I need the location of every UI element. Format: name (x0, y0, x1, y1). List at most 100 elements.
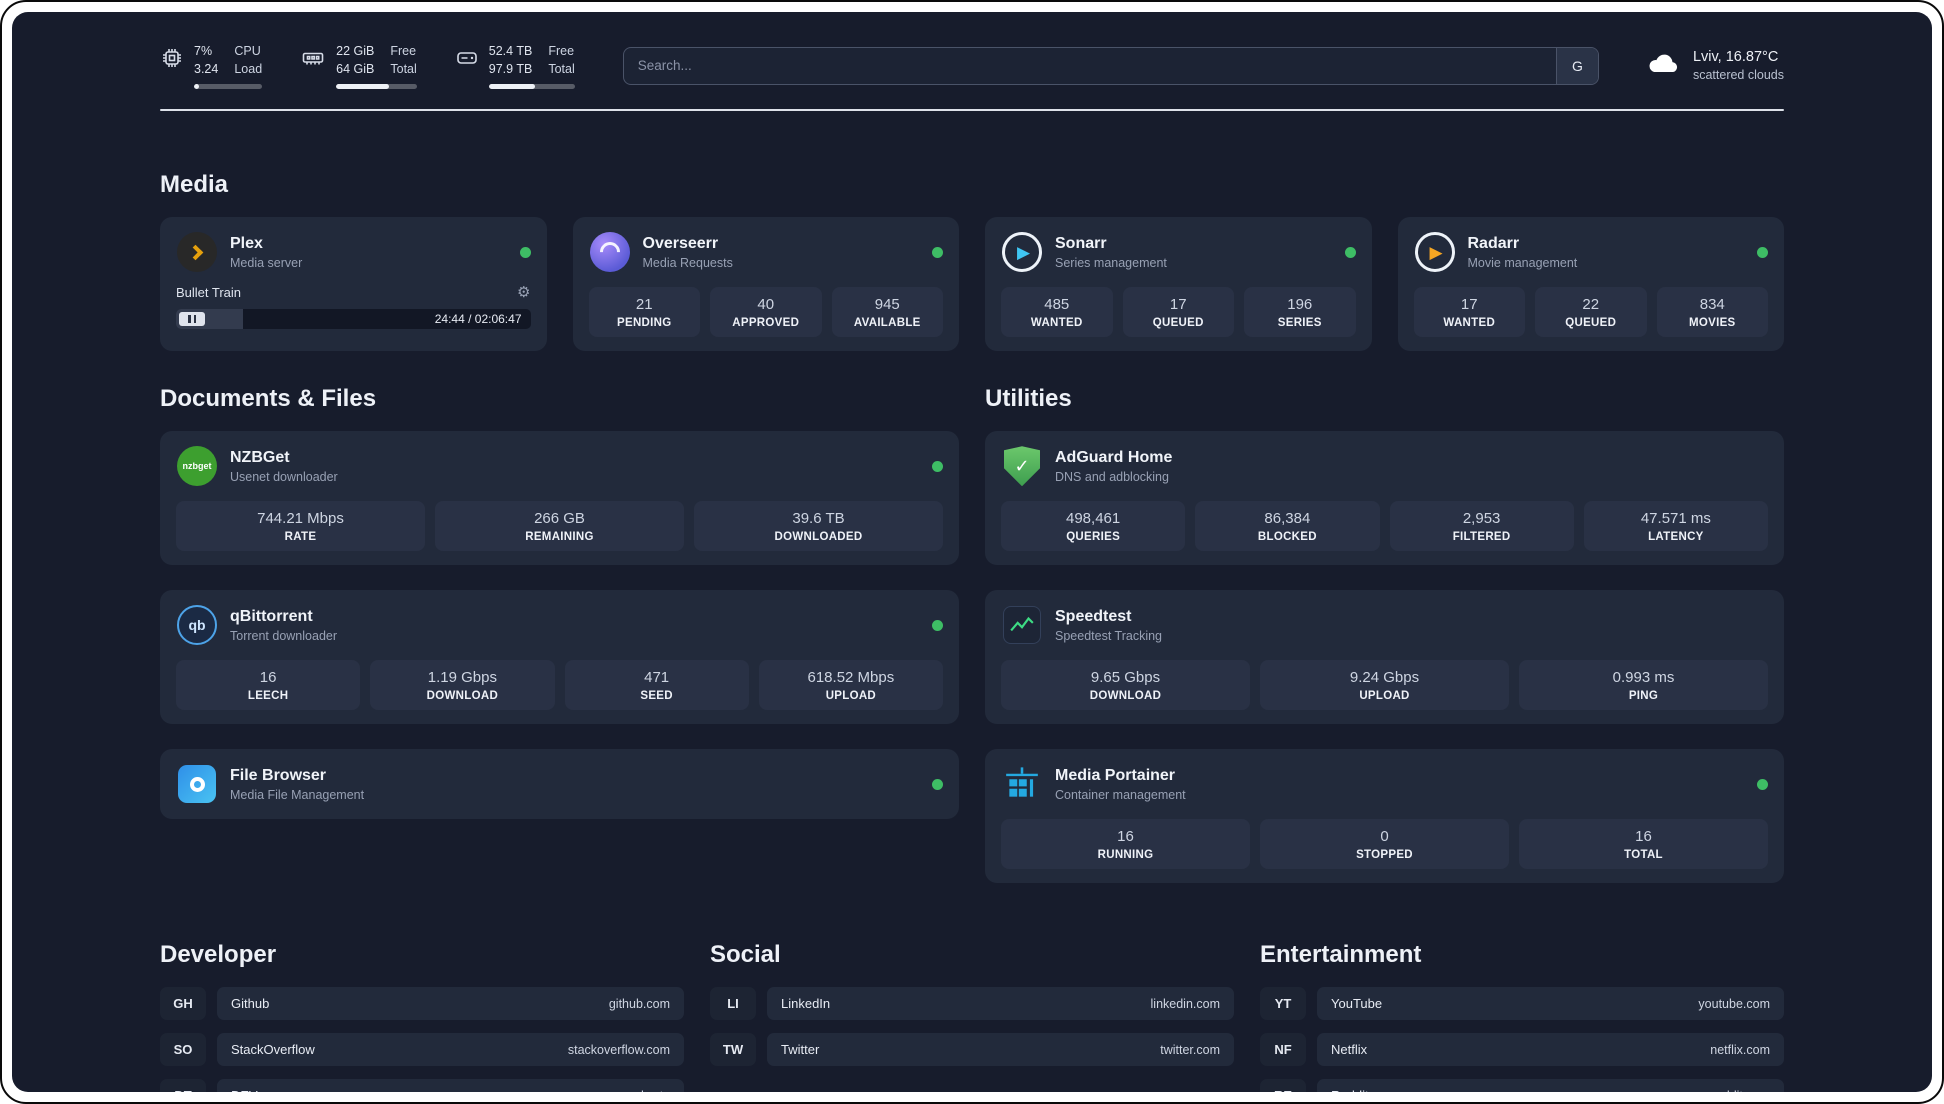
stat-tile: 0 STOPPED (1260, 819, 1509, 870)
bookmark-abbr: NF (1260, 1033, 1306, 1067)
bookmark-netflix[interactable]: NF Netflix netflix.com (1260, 1033, 1784, 1067)
stat-tile: 498,461 QUERIES (1001, 501, 1186, 552)
stat-label: REMAINING (525, 531, 594, 544)
adguard-title: AdGuard Home (1055, 448, 1173, 466)
stat-value: 2,953 (1462, 510, 1501, 528)
sonarr-card[interactable]: ▶ Sonarr Series management 485 WANTED 17… (985, 217, 1372, 352)
stat-tile: 17 WANTED (1413, 287, 1525, 338)
stat-value: 1.19 Gbps (427, 669, 497, 687)
speedtest-card[interactable]: Speedtest Speedtest Tracking 9.65 Gbps D… (985, 590, 1784, 725)
bookmark-github[interactable]: GH Github github.com (160, 987, 684, 1021)
bookmark-name: Github (231, 996, 270, 1012)
plex-card[interactable]: Plex Media server Bullet Train ⚙ 24:44 /… (160, 217, 547, 352)
stat-tile: 196 SERIES (1244, 287, 1356, 338)
now-playing-title: Bullet Train (176, 285, 242, 301)
stat-value: 17 (1460, 296, 1478, 314)
bookmark-dev[interactable]: DT DEV dev.to (160, 1079, 684, 1092)
cpu-percent: 7% (194, 44, 213, 58)
bookmark-reddit[interactable]: RE Reddit reddit.com (1260, 1079, 1784, 1092)
filebrowser-status-dot (932, 778, 943, 790)
stat-label: PING (1628, 690, 1659, 703)
nzbget-subtitle: Usenet downloader (230, 469, 338, 484)
stat-tile: 17 QUEUED (1122, 287, 1234, 338)
stat-label: QUEUED (1152, 317, 1204, 330)
search-input[interactable] (623, 47, 1556, 84)
ram-metric: 22 GiB 64 GiB Free Total (300, 42, 417, 90)
search-bar: G (622, 46, 1599, 85)
stat-value: 22 (1582, 296, 1600, 314)
entertainment-heading: Entertainment (1260, 941, 1422, 969)
bookmark-name: Twitter (781, 1042, 820, 1058)
stat-value: 471 (644, 669, 670, 687)
topbar-divider (160, 109, 1784, 112)
adguard-card[interactable]: ✓ AdGuard Home DNS and adblocking 498,46… (985, 431, 1784, 566)
search-engine-button[interactable]: G (1555, 47, 1598, 84)
stat-tile: 16 TOTAL (1519, 819, 1768, 870)
stat-value: 9.65 Gbps (1090, 669, 1161, 687)
bookmark-stackoverflow[interactable]: SO StackOverflow stackoverflow.com (160, 1033, 684, 1067)
stat-value: 498,461 (1066, 510, 1121, 528)
filebrowser-card[interactable]: File Browser Media File Management (160, 749, 959, 820)
weather-condition: scattered clouds (1692, 68, 1784, 83)
qbittorrent-title: qBittorrent (230, 607, 313, 625)
cpu-progress-bar (194, 84, 263, 90)
nzbget-title: NZBGet (230, 448, 290, 466)
weather-location: Lviv, 16.87°C (1692, 49, 1779, 66)
stat-tile: 40 APPROVED (710, 287, 822, 338)
stat-label: LEECH (247, 690, 289, 703)
bookmark-abbr: TW (710, 1033, 756, 1067)
stat-tile: 16 LEECH (176, 660, 361, 711)
plex-subtitle: Media server (230, 255, 303, 270)
stat-label: UPLOAD (1359, 690, 1410, 703)
stat-value: 0 (1380, 828, 1389, 846)
stat-tile: 22 QUEUED (1535, 287, 1647, 338)
ram-progress-bar (336, 84, 417, 90)
stat-label: AVAILABLE (853, 317, 921, 330)
stat-tile: 266 GB REMAINING (435, 501, 684, 552)
nzbget-card[interactable]: nzbget NZBGet Usenet downloader 744.21 M… (160, 431, 959, 566)
qbittorrent-card[interactable]: qb qBittorrent Torrent downloader 16 LEE… (160, 590, 959, 725)
disk-icon (455, 46, 479, 70)
overseerr-status-dot (932, 246, 943, 258)
radarr-card[interactable]: ▶ Radarr Movie management 17 WANTED 22 Q… (1397, 217, 1784, 352)
utilities-heading: Utilities (985, 385, 1072, 413)
stat-value: 47.571 ms (1640, 510, 1711, 528)
stat-label: RATE (284, 531, 317, 544)
stat-value: 945 (874, 296, 900, 314)
stat-label: LATENCY (1648, 531, 1704, 544)
bookmark-name: DEV (231, 1088, 258, 1092)
cloud-icon (1645, 45, 1681, 86)
playback-progress-bar[interactable]: 24:44 / 02:06:47 (176, 309, 531, 330)
topbar: 7% 3.24 CPU Load (160, 42, 1784, 90)
radarr-icon: ▶ (1414, 231, 1456, 273)
bookmark-abbr: LI (710, 987, 756, 1021)
bookmark-twitter[interactable]: TW Twitter twitter.com (710, 1033, 1234, 1067)
stat-value: 16 (1117, 828, 1134, 846)
sonarr-status-dot (1344, 246, 1356, 258)
stat-tile: 945 AVAILABLE (831, 287, 943, 338)
qbittorrent-icon: qb (176, 604, 218, 646)
disk-free-label: Free (548, 44, 575, 58)
section-documents: Documents & Files nzbget NZBGet Usenet d… (160, 385, 959, 820)
portainer-status-dot (1757, 778, 1768, 790)
stat-tile: 39.6 TB DOWNLOADED (694, 501, 943, 552)
stat-tile: 471 SEED (564, 660, 749, 711)
ram-free-label: Free (390, 44, 417, 58)
plex-icon (176, 231, 218, 273)
stat-value: 39.6 TB (792, 510, 845, 528)
gear-icon[interactable]: ⚙ (517, 284, 531, 302)
stat-label: WANTED (1030, 317, 1083, 330)
stat-label: PENDING (617, 317, 672, 330)
stat-tile: 86,384 BLOCKED (1195, 501, 1380, 552)
nzbget-status-dot (932, 460, 943, 472)
portainer-card[interactable]: Media Portainer Container management 16 … (985, 749, 1784, 884)
ram-total-label: Total (390, 62, 417, 77)
overseerr-card[interactable]: Overseerr Media Requests 21 PENDING 40 A… (572, 217, 959, 352)
bookmark-linkedin[interactable]: LI LinkedIn linkedin.com (710, 987, 1234, 1021)
stat-label: SEED (640, 690, 673, 703)
stat-label: STOPPED (1356, 849, 1413, 862)
plex-status-dot (519, 246, 531, 258)
bookmark-youtube[interactable]: YT YouTube youtube.com (1260, 987, 1784, 1021)
pause-button[interactable] (179, 312, 205, 327)
